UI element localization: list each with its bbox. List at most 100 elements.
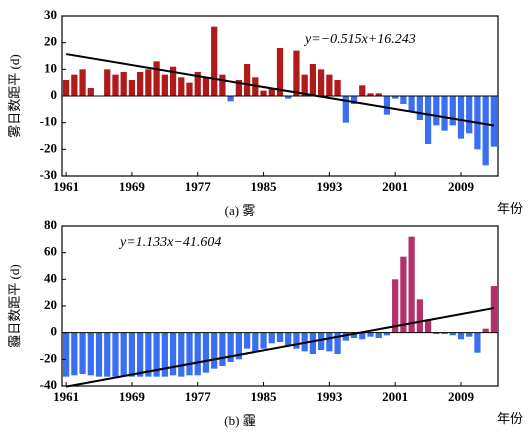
bar xyxy=(392,96,399,99)
bar xyxy=(482,328,489,333)
bar xyxy=(466,96,473,134)
bar xyxy=(71,74,78,96)
bar xyxy=(202,332,210,373)
bar xyxy=(474,332,481,353)
bar xyxy=(309,332,317,354)
bar xyxy=(441,332,448,334)
bar xyxy=(104,69,111,96)
bar xyxy=(482,96,489,166)
bar xyxy=(79,69,86,96)
bar xyxy=(276,332,284,342)
y-tick-label: -20 xyxy=(40,350,57,365)
bar xyxy=(252,77,259,96)
bar xyxy=(367,332,374,337)
bar xyxy=(383,332,391,336)
bar xyxy=(400,256,407,333)
bar xyxy=(79,332,86,374)
bar xyxy=(243,332,251,349)
bar xyxy=(178,77,185,96)
bar xyxy=(424,96,432,144)
bar xyxy=(449,96,456,126)
bar xyxy=(490,96,498,147)
bar xyxy=(457,332,465,340)
bar xyxy=(334,80,341,96)
y-tick-label: 40 xyxy=(44,270,57,285)
bar xyxy=(87,332,94,376)
bar xyxy=(375,93,382,96)
bar xyxy=(260,332,267,349)
bar xyxy=(408,96,415,112)
x-tick-label: 1985 xyxy=(251,389,278,404)
bar xyxy=(153,61,160,96)
equation: y=1.133x−41.604 xyxy=(118,235,221,250)
bar xyxy=(161,74,168,96)
bar xyxy=(375,332,382,338)
bar xyxy=(285,332,292,346)
bar xyxy=(359,332,366,340)
bar xyxy=(466,332,473,337)
bar xyxy=(104,332,111,377)
bar xyxy=(120,332,127,377)
bar xyxy=(276,48,284,96)
bar xyxy=(359,85,366,96)
x-tick-label: 1969 xyxy=(119,179,146,194)
x-tick-label: 2001 xyxy=(382,179,408,194)
y-tick-label: -30 xyxy=(40,167,57,182)
bar xyxy=(342,332,349,341)
bar xyxy=(137,72,144,96)
bar xyxy=(408,236,415,333)
y-tick-label: 30 xyxy=(44,7,57,22)
bar xyxy=(252,332,259,352)
bar xyxy=(128,80,136,96)
bar xyxy=(227,332,234,362)
bar xyxy=(169,66,177,96)
x-tick-label: 1977 xyxy=(185,179,212,194)
bar xyxy=(186,82,193,96)
bar xyxy=(137,332,144,377)
y-tick-label: -10 xyxy=(40,114,57,129)
bar xyxy=(285,96,292,99)
bar xyxy=(62,80,70,96)
bar xyxy=(95,332,103,377)
bar xyxy=(490,286,498,333)
bar xyxy=(145,69,152,96)
bar xyxy=(194,332,201,376)
bar xyxy=(416,96,423,120)
bar xyxy=(87,88,94,96)
bar xyxy=(449,332,456,336)
bar xyxy=(326,74,333,96)
bar xyxy=(112,74,119,96)
bar xyxy=(145,332,152,377)
caption: (a) 雾 xyxy=(225,203,256,218)
bar xyxy=(268,88,275,96)
bar xyxy=(301,74,308,96)
y-tick-label: -20 xyxy=(40,140,57,155)
bar xyxy=(153,332,160,377)
y-axis-label: 霾日数距平 (d) xyxy=(7,264,22,347)
bar xyxy=(219,74,226,96)
bar xyxy=(392,279,399,333)
x-tick-label: 1961 xyxy=(53,389,79,404)
bar xyxy=(350,332,358,338)
bar xyxy=(211,26,218,97)
trend-line xyxy=(65,307,495,388)
trend-line xyxy=(65,53,495,127)
bar xyxy=(441,96,448,131)
bar xyxy=(120,72,127,96)
bar xyxy=(424,319,432,333)
y-tick-label: 20 xyxy=(44,297,57,312)
bar xyxy=(194,72,201,96)
x-tick-label: 2009 xyxy=(448,389,475,404)
y-tick-label: -40 xyxy=(40,377,57,392)
x-axis-label: 年份 xyxy=(497,201,523,216)
bar xyxy=(400,96,407,104)
bar xyxy=(293,50,300,96)
x-tick-label: 1985 xyxy=(251,179,278,194)
x-tick-label: 2009 xyxy=(448,179,475,194)
bar xyxy=(334,332,341,354)
y-tick-label: 20 xyxy=(44,34,57,49)
bar xyxy=(457,96,465,139)
bar xyxy=(202,77,210,96)
bar xyxy=(260,90,267,96)
bar xyxy=(71,332,78,376)
